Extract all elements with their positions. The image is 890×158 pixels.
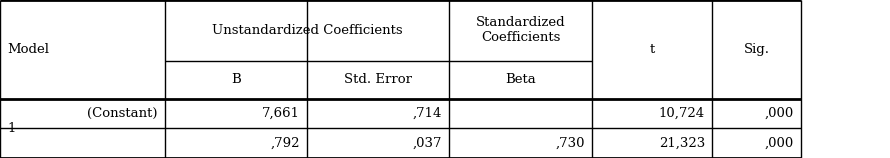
- Text: ,792: ,792: [271, 137, 300, 149]
- Text: Beta: Beta: [506, 73, 536, 86]
- Text: Std. Error: Std. Error: [344, 73, 412, 86]
- Text: Sig.: Sig.: [743, 43, 770, 56]
- Text: 1: 1: [7, 122, 15, 135]
- Text: B: B: [231, 73, 240, 86]
- Text: 21,323: 21,323: [659, 137, 705, 149]
- Text: ,714: ,714: [413, 107, 442, 120]
- Text: Unstandardized Coefficients: Unstandardized Coefficients: [212, 24, 402, 37]
- Text: Standardized
Coefficients: Standardized Coefficients: [476, 16, 565, 44]
- Text: ,730: ,730: [555, 137, 585, 149]
- Text: t: t: [650, 43, 654, 56]
- Text: ,037: ,037: [413, 137, 442, 149]
- Text: Model: Model: [7, 43, 49, 56]
- Text: (Constant): (Constant): [87, 107, 158, 120]
- Text: ,000: ,000: [765, 137, 794, 149]
- Text: 7,661: 7,661: [262, 107, 300, 120]
- Text: 10,724: 10,724: [659, 107, 705, 120]
- Text: ,000: ,000: [765, 107, 794, 120]
